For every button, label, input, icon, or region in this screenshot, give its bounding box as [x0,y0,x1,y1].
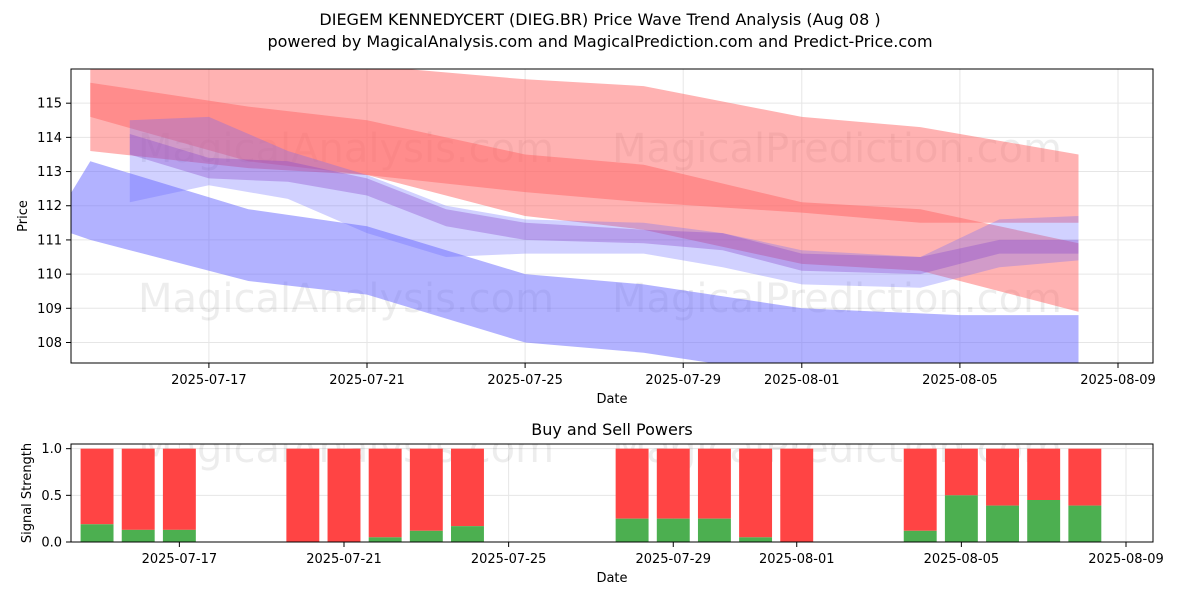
x-tick-label: 2025-07-21 [306,552,382,567]
buy-bar [121,529,155,542]
bands-group [71,69,1079,363]
x-tick-label: 2025-07-25 [487,373,563,388]
x-tick-label: 2025-08-09 [1088,552,1164,567]
buy-bar [697,518,731,542]
buy-bar [739,537,773,542]
sell-bar [327,448,361,542]
chart-title: DIEGEM KENNEDYCERT (DIEG.BR) Price Wave … [319,10,881,29]
y-tick-label: 113 [37,165,62,180]
sell-bar [451,448,484,527]
buy-bar [451,526,484,542]
x-tick-label: 2025-07-21 [329,373,405,388]
buy-bar [80,524,114,542]
x-tick-label: 2025-08-05 [924,552,1000,567]
x-tick-label: 2025-07-29 [635,552,711,567]
y-tick-label: 1.0 [41,442,62,457]
sell-bar [162,448,196,530]
sell-bar [286,448,320,542]
buy-bar [1068,505,1102,542]
x-tick-label: 2025-07-25 [471,552,547,567]
price-plot-frame [70,68,1154,364]
power-plot: Buy and Sell PowersMagicalAnalysis.comMa… [20,420,1164,586]
sell-bar [986,448,1019,506]
sell-bar [903,448,937,531]
x-tick-label: 2025-07-17 [171,373,247,388]
sell-bar [1027,448,1061,500]
y-tick-label: 111 [37,233,62,248]
x-axis-label: Date [596,392,627,407]
buy-bar [903,530,937,542]
y-tick-label: 110 [37,268,62,283]
x-tick-label: 2025-07-29 [645,373,721,388]
sell-bar [80,448,114,525]
buy-bar [409,530,443,542]
x-tick-label: 2025-08-01 [764,373,840,388]
y-axis-label: Price [16,200,31,232]
sell-bar [615,448,649,519]
band-mid-red-band [90,82,1079,312]
sell-bar [121,448,155,530]
y-tick-label: 0.5 [41,489,62,504]
band-upper-red-band [90,69,1079,223]
x-tick-label: 2025-07-17 [142,552,218,567]
y-axis-label: Signal Strength [20,443,35,543]
y-tick-label: 109 [37,302,62,317]
sell-bar [368,448,402,538]
buy-bar [944,495,978,542]
x-axis-label: Date [596,571,627,586]
chart-subtitle: powered by MagicalAnalysis.com and Magic… [267,32,933,51]
x-tick-label: 2025-08-05 [922,373,998,388]
buy-bar [368,537,402,542]
sell-bar [656,448,690,519]
sell-bar [739,448,773,538]
sell-bar [409,448,443,531]
sell-bar [780,448,814,542]
y-tick-label: 0.0 [41,536,62,551]
sell-bar [1068,448,1102,506]
buy-bar [162,529,196,542]
band-blue-trend-fan [129,116,1079,288]
price-plot: MagicalAnalysis.com MagicalPrediction.com… [16,68,1156,407]
buy-bar [656,518,690,542]
buy-bar [615,518,649,542]
x-tick-label: 2025-08-01 [759,552,835,567]
sell-bar [944,448,978,496]
y-tick-label: 108 [37,336,62,351]
sell-bar [697,448,731,519]
buy-bar [986,505,1019,542]
y-tick-label: 115 [37,97,62,112]
y-tick-label: 114 [37,131,62,146]
x-tick-label: 2025-08-09 [1080,373,1156,388]
buy-bar [1027,500,1061,542]
bar-chart-title: Buy and Sell Powers [531,420,693,439]
y-tick-label: 112 [37,199,62,214]
power-plot-frame [70,443,1154,543]
band-lower-blue-band [71,161,1079,363]
